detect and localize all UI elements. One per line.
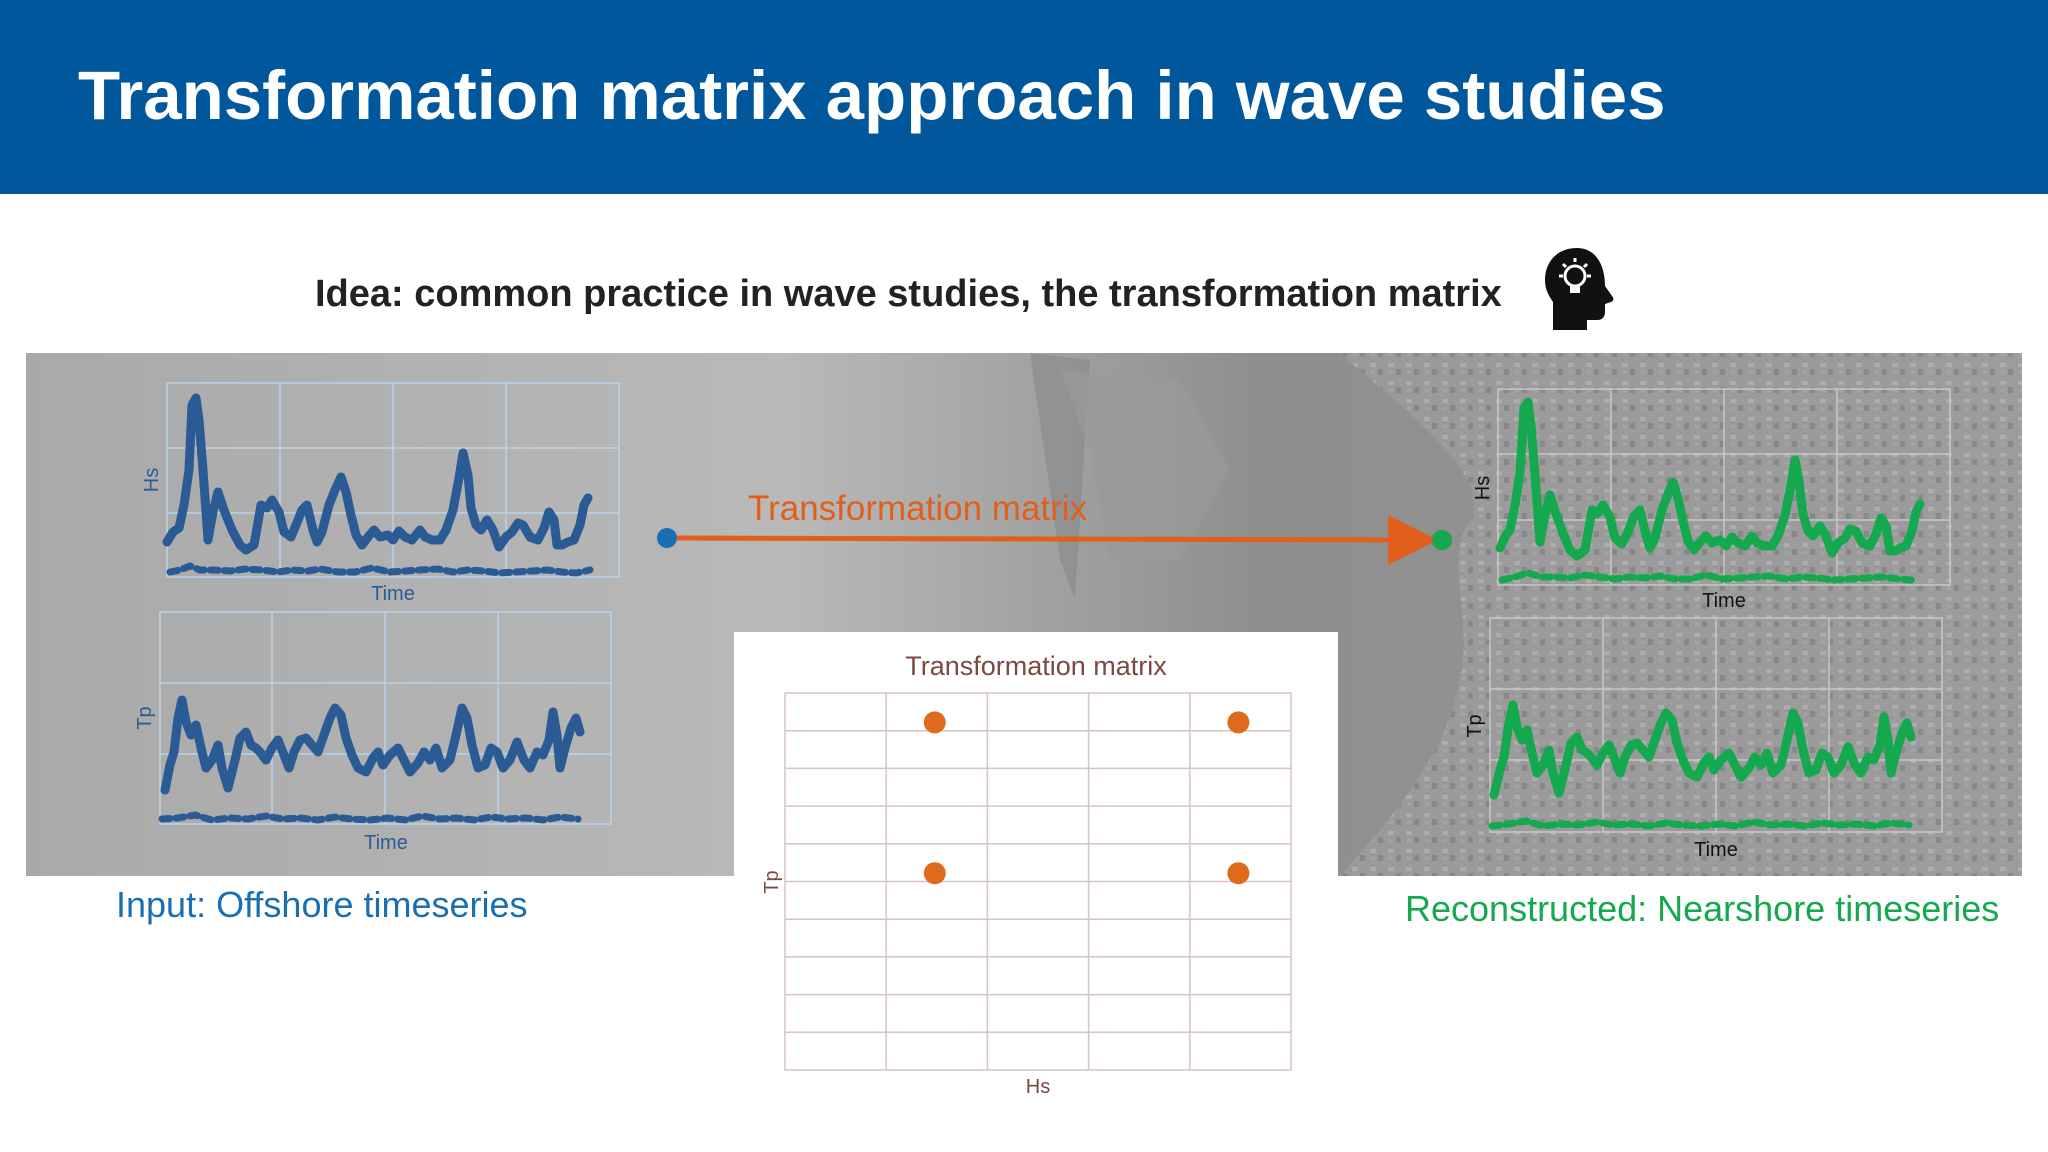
output-tp-plot — [1488, 617, 1943, 833]
idea-text: Idea: common practice in wave studies, t… — [315, 273, 1502, 315]
output-tp-baseline-series — [1488, 817, 1913, 830]
input-hs-baseline-series — [166, 562, 594, 577]
transformation-arrow — [657, 514, 1452, 565]
input-tp-ylabel: Tp — [134, 706, 156, 729]
arrow-start-dot — [657, 528, 677, 548]
arrow-end-dot — [1432, 530, 1452, 550]
input-caption: Input: Offshore timeseries — [116, 884, 528, 925]
matrix-point — [1227, 711, 1250, 734]
arrow-label: Transformation matrix — [748, 489, 1088, 528]
input-tp-series-line — [160, 695, 585, 795]
output-tp-ylabel: Tp — [1464, 714, 1486, 737]
head-lightbulb-icon — [1545, 248, 1614, 330]
input-tp-plot — [158, 611, 612, 825]
input-hs-plot — [162, 382, 620, 578]
output-hs-plot — [1495, 388, 1951, 586]
matrix-grid — [784, 692, 1292, 1071]
output-hs-baseline-series — [1498, 569, 1916, 584]
input-tp-baseline-series — [158, 811, 582, 824]
input-hs-ylabel: Hs — [141, 468, 163, 492]
output-tp-xlabel: Time — [1694, 839, 1738, 861]
input-hs-xlabel: Time — [371, 583, 415, 605]
matrix-point — [923, 862, 946, 885]
output-tp-series-line — [1489, 700, 1916, 800]
output-hs-series-line — [1495, 397, 1925, 561]
transformation-matrix-panel — [734, 632, 1338, 1152]
matrix-title: Transformation matrix — [905, 651, 1167, 681]
matrix-point — [1227, 862, 1250, 885]
matrix-xlabel: Hs — [1026, 1076, 1050, 1098]
input-tp-xlabel: Time — [364, 832, 408, 854]
output-hs-ylabel: Hs — [1472, 476, 1494, 500]
matrix-point — [923, 711, 946, 734]
slide-title: Transformation matrix approach in wave s… — [78, 57, 1666, 134]
matrix-ylabel: Tp — [761, 870, 783, 893]
output-hs-xlabel: Time — [1702, 590, 1746, 612]
input-hs-series-line — [162, 393, 593, 555]
output-caption: Reconstructed: Nearshore timeseries — [1405, 888, 2000, 929]
matrix-points — [923, 711, 1250, 885]
title-bar: Transformation matrix approach in wave s… — [0, 0, 2048, 194]
